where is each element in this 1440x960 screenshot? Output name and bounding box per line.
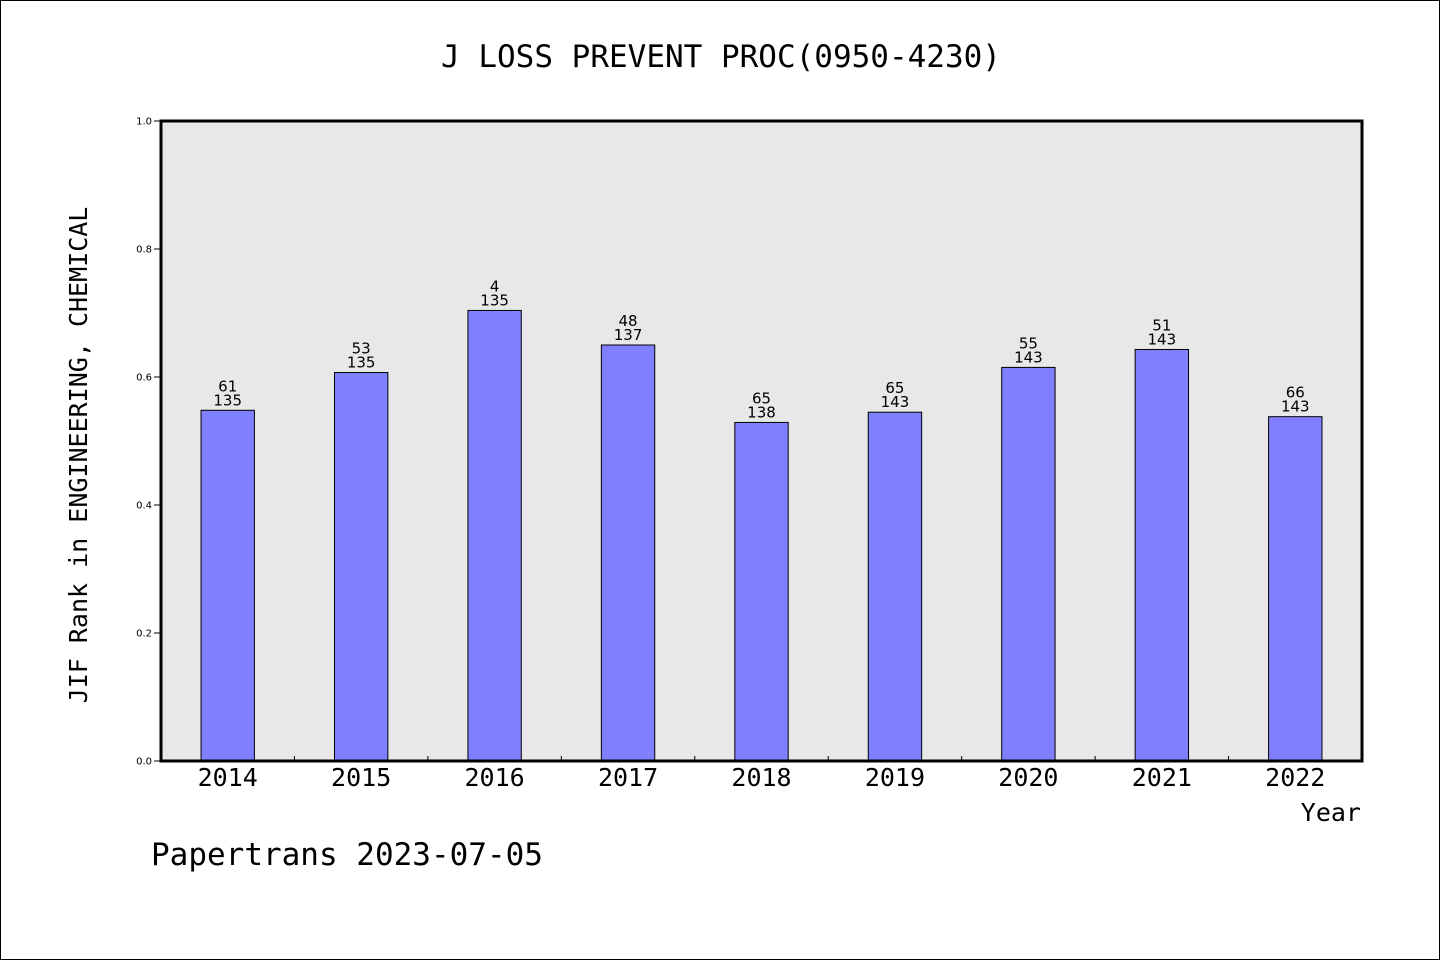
x-tick-label: 2019 (865, 763, 925, 792)
bar-2015 (333, 372, 389, 762)
bar-2021 (1134, 348, 1190, 762)
bar-rank-label: 66 (1286, 384, 1305, 402)
x-axis-label: Year (1301, 798, 1361, 827)
plot-border (159, 119, 1364, 763)
bar-total-label: 135 (213, 391, 242, 409)
bar-rank-label: 51 (1152, 316, 1171, 334)
x-tick-label: 2020 (998, 763, 1058, 792)
x-tick-label: 2022 (1265, 763, 1325, 792)
bar-total-label: 137 (614, 326, 643, 344)
bar-total-label: 143 (881, 393, 910, 411)
y-tick-label: 0.4 (136, 501, 152, 512)
y-tick-label: 0.0 (136, 757, 152, 768)
bar-rank-label: 61 (218, 377, 237, 395)
chart-title: J LOSS PREVENT PROC(0950-4230) (441, 39, 1001, 75)
bar-total-label: 135 (480, 291, 509, 309)
bar-2016 (467, 309, 522, 762)
bar-total-label: 143 (1148, 330, 1177, 348)
footer-credit: Papertrans 2023-07-05 (151, 837, 543, 873)
bar-2014 (200, 409, 255, 762)
bar-2019 (867, 411, 923, 762)
x-tick-label: 2021 (1132, 763, 1192, 792)
bar-rank-label: 53 (352, 340, 371, 358)
x-axis: 2014 2015 2016 2017 2018 2019 2020 2021 2022 (198, 756, 1325, 792)
y-tick-label: 1.0 (136, 117, 152, 128)
x-tick-label: 2017 (598, 763, 658, 792)
bar-total-label: 135 (347, 354, 376, 372)
y-tick-label: 0.8 (136, 245, 152, 256)
bar-rank-label: 48 (619, 312, 638, 330)
bar-total-label: 143 (1281, 398, 1310, 416)
x-tick-label: 2014 (198, 763, 258, 792)
y-tick-label: 0.6 (136, 373, 152, 384)
bar-2020 (1001, 366, 1056, 762)
y-tick-label: 0.2 (136, 629, 152, 640)
bar-2017 (600, 344, 656, 762)
bar-total-label: 143 (1014, 348, 1043, 366)
bar-rank-label: 4 (490, 277, 500, 295)
y-axis-label: JIF Rank in ENGINEERING, CHEMICAL (64, 207, 93, 704)
x-tick-label: 2018 (731, 763, 791, 792)
bar-rank-label: 65 (752, 389, 771, 407)
bar-2018 (734, 421, 789, 762)
bar-total-label: 138 (747, 403, 776, 421)
x-tick-label: 2016 (465, 763, 525, 792)
bar-rank-label: 55 (1019, 334, 1038, 352)
x-tick-label: 2015 (331, 763, 391, 792)
y-axis: 0.0 0.2 0.4 0.6 0.8 1.0 (136, 117, 161, 768)
bars-group: 6113553135413548137651386514355143511436… (200, 277, 1323, 762)
bar-2022 (1268, 416, 1323, 762)
bar-rank-label: 65 (885, 379, 904, 397)
